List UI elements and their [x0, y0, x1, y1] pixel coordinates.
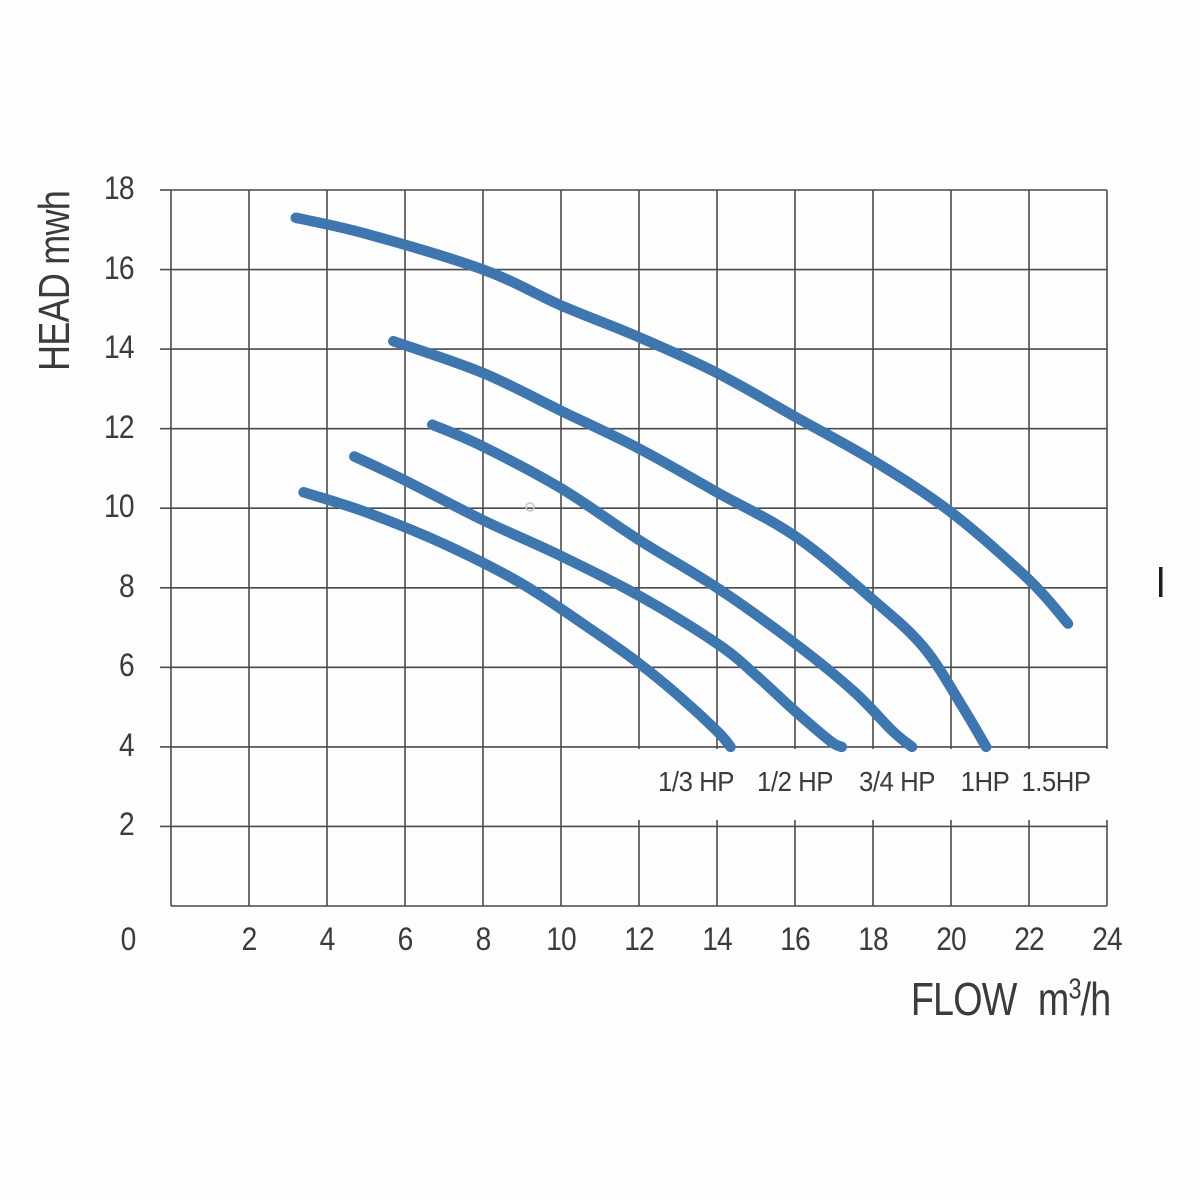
y-tick-label-4: 4: [119, 726, 135, 763]
series-label-one-half-hp: 1/2 HP: [756, 766, 834, 797]
x-tick-label-10: 10: [546, 921, 576, 957]
curve-one-hp: [388, 335, 992, 753]
x-tick-label-14: 14: [702, 921, 732, 957]
x-tick-label-24: 24: [1092, 921, 1122, 957]
curve-one-point-five-hp: [290, 212, 1074, 629]
y-tick-label-12: 12: [104, 408, 134, 445]
series-label-one-point-five-hp: 1.5HP: [1021, 766, 1091, 797]
x-axis-title-word: FLOW: [910, 973, 1017, 1025]
series-label-mask: [630, 749, 1108, 820]
x-axis-unit: m3/h: [1037, 973, 1110, 1025]
x-axis-unit-exponent: 3: [1067, 973, 1081, 1006]
series-label-three-quarter-hp: 3/4 HP: [858, 766, 936, 797]
x-tick-label-4: 4: [319, 921, 336, 957]
series-label-background: [630, 749, 1108, 820]
y-tick-label-10: 10: [104, 488, 134, 525]
stray-dash-mark: [1159, 567, 1163, 597]
curve-one-half-hp: [349, 451, 848, 753]
image-artifacts: [525, 502, 1163, 597]
x-axis-title: FLOW m3/h: [910, 972, 1110, 1026]
x-tick-label-12: 12: [624, 921, 654, 957]
y-tick-label-14: 14: [104, 329, 134, 366]
origin-tick-label: 0: [120, 921, 137, 957]
x-tick-label-22: 22: [1014, 921, 1044, 957]
x-tick-label-8: 8: [475, 921, 492, 957]
series-label-one-hp: 1HP: [960, 766, 1010, 797]
faint-dot-mark: [525, 502, 535, 512]
y-tick-label-8: 8: [119, 567, 135, 604]
series-label-one-third-hp: 1/3 HP: [657, 766, 735, 797]
curve-one-third-hp: [298, 487, 736, 753]
x-tick-label-2: 2: [241, 921, 258, 957]
curve-three-quarter-hp: [427, 419, 918, 753]
y-tick-label-18: 18: [104, 170, 134, 207]
y-axis-title-text: HEAD mwh: [30, 191, 79, 371]
y-tick-label-6: 6: [119, 647, 135, 684]
axis-tick-marks: [160, 189, 171, 828]
y-tick-label-16: 16: [104, 249, 134, 286]
y-tick-label-2: 2: [119, 806, 135, 843]
x-tick-label-6: 6: [397, 921, 414, 957]
x-tick-label-20: 20: [936, 921, 966, 957]
y-axis-title: HEAD mwh: [30, 191, 80, 371]
pump-curves: [290, 212, 1074, 753]
x-tick-label-18: 18: [858, 921, 888, 957]
x-tick-label-16: 16: [780, 921, 810, 957]
